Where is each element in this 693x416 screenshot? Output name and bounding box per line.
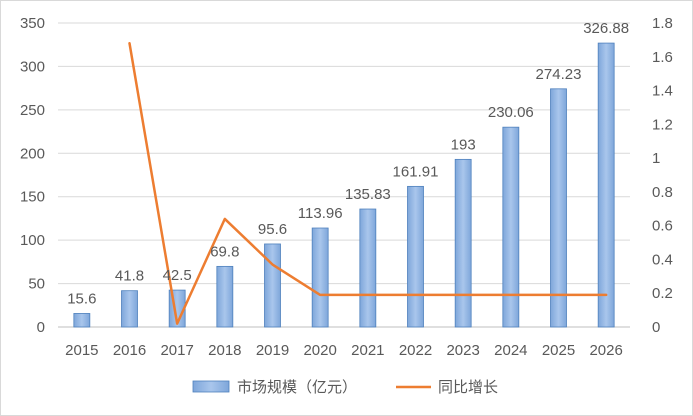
bar bbox=[311, 227, 329, 328]
y-left-tick-label: 350 bbox=[20, 15, 45, 32]
legend-bar-label: 市场规模（亿元） bbox=[237, 379, 357, 396]
x-axis: 2015 2016 2017 2018 2019 2020 2021 2022 2023 2024… bbox=[65, 342, 623, 359]
y-right-tick-label: 0.4 bbox=[652, 251, 673, 268]
x-tick-label: 2026 bbox=[589, 342, 622, 359]
bar-series bbox=[73, 42, 615, 328]
x-tick-label: 2017 bbox=[160, 342, 193, 359]
y-axis-left: 0 50 100 150 200 250 300 350 bbox=[20, 15, 45, 336]
bar bbox=[264, 243, 281, 328]
bar bbox=[597, 42, 615, 328]
bar-data-label: 274.23 bbox=[536, 66, 582, 83]
bar-data-label: 69.8 bbox=[210, 243, 239, 260]
y-left-tick-label: 100 bbox=[20, 232, 45, 249]
x-tick-label: 2019 bbox=[256, 342, 289, 359]
x-tick-label: 2016 bbox=[113, 342, 146, 359]
x-tick-label: 2020 bbox=[303, 342, 336, 359]
y-left-tick-label: 200 bbox=[20, 145, 45, 162]
bar-data-label: 326.88 bbox=[583, 20, 629, 37]
bar bbox=[550, 88, 567, 328]
y-right-tick-label: 1.4 bbox=[652, 83, 673, 100]
y-left-tick-label: 150 bbox=[20, 189, 45, 206]
y-left-tick-label: 250 bbox=[20, 102, 45, 119]
bar-data-label: 15.6 bbox=[67, 290, 96, 307]
bar-data-label: 113.96 bbox=[298, 205, 343, 222]
gridlines bbox=[58, 22, 630, 328]
bar bbox=[121, 290, 138, 328]
x-tick-label: 2025 bbox=[542, 342, 575, 359]
bar bbox=[216, 265, 234, 328]
x-tick-label: 2022 bbox=[399, 342, 432, 359]
y-right-tick-label: 1 bbox=[652, 150, 660, 167]
bar-data-label: 41.8 bbox=[115, 268, 144, 285]
bar bbox=[502, 126, 520, 328]
legend-line-label: 同比增长 bbox=[438, 379, 498, 396]
y-left-tick-label: 300 bbox=[20, 58, 45, 75]
bar bbox=[407, 185, 424, 328]
y-left-tick-label: 50 bbox=[28, 276, 45, 293]
x-tick-label: 2023 bbox=[446, 342, 479, 359]
y-right-tick-label: 0.2 bbox=[652, 285, 673, 302]
y-right-tick-label: 1.2 bbox=[652, 116, 673, 133]
bar-data-label: 230.06 bbox=[488, 104, 534, 121]
bar-data-label: 161.91 bbox=[393, 163, 439, 180]
bar bbox=[454, 158, 472, 328]
x-tick-label: 2018 bbox=[208, 342, 241, 359]
bar bbox=[359, 208, 377, 328]
bar-data-label: 95.6 bbox=[258, 221, 287, 238]
bar-data-label: 42.5 bbox=[163, 267, 192, 284]
legend: 市场规模（亿元） 同比增长 bbox=[192, 379, 498, 396]
x-tick-label: 2024 bbox=[494, 342, 527, 359]
line-series bbox=[128, 42, 608, 325]
legend-bar-swatch bbox=[192, 380, 230, 393]
growth-line bbox=[128, 42, 608, 325]
y-right-tick-label: 0.6 bbox=[652, 218, 673, 235]
x-tick-label: 2021 bbox=[351, 342, 384, 359]
x-tick-label: 2015 bbox=[65, 342, 98, 359]
y-right-tick-label: 0.8 bbox=[652, 184, 673, 201]
y-axis-right: 0 0.2 0.4 0.6 0.8 1 1.2 1.4 1.6 1.8 bbox=[652, 15, 673, 336]
y-left-tick-label: 0 bbox=[37, 319, 45, 336]
bar-data-label: 193 bbox=[451, 136, 476, 153]
y-right-tick-label: 1.6 bbox=[652, 49, 673, 66]
y-right-tick-label: 0 bbox=[652, 319, 660, 336]
y-right-tick-label: 1.8 bbox=[652, 15, 673, 32]
bar-data-label: 135.83 bbox=[345, 186, 391, 203]
bar bbox=[73, 313, 91, 328]
